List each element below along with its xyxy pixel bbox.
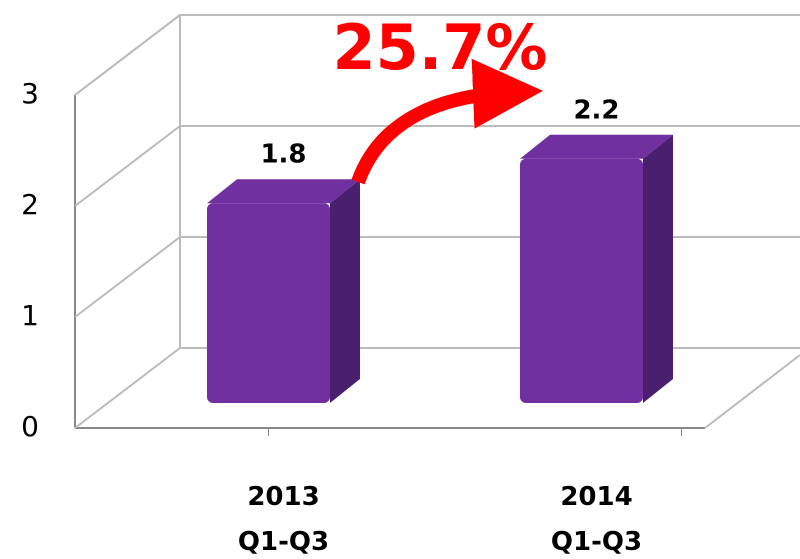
growth-annotation: 25.7% <box>332 11 547 84</box>
bar-top <box>520 134 673 159</box>
data-label: 2.2 <box>573 95 619 125</box>
grid-line <box>74 125 800 207</box>
bar-top <box>207 179 360 204</box>
growth-arrow <box>351 58 543 185</box>
bar <box>520 158 643 403</box>
bar-side <box>643 134 673 404</box>
grid-line <box>74 14 800 96</box>
y-tick-label: 3 <box>21 77 39 110</box>
grid-line <box>74 347 800 429</box>
bar <box>207 203 330 403</box>
x-tick-label-line: 2013 <box>247 482 319 512</box>
x-tick-label-line: 2014 <box>560 482 632 512</box>
x-tick-label-line: Q1-Q3 <box>238 527 329 557</box>
x-tick-label-line: Q1-Q3 <box>551 527 642 557</box>
y-tick-label: 1 <box>21 299 39 332</box>
y-tick-label: 2 <box>21 188 39 221</box>
floor-edge <box>704 354 800 429</box>
grid-line <box>74 236 800 318</box>
bar-side <box>330 179 360 403</box>
x-tick-label: 2013 Q1-Q3 <box>238 482 329 557</box>
x-tick-label: 2014 Q1-Q3 <box>551 482 642 557</box>
y-tick-label: 0 <box>21 410 39 443</box>
data-label: 1.8 <box>260 140 306 170</box>
